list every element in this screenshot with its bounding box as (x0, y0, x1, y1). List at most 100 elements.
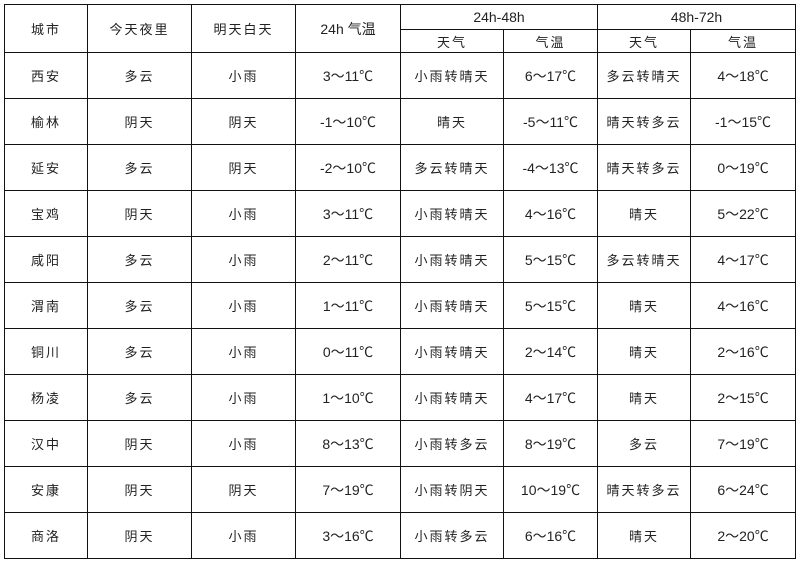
cell-weather-48h: 小雨转多云 (400, 420, 504, 467)
cell-tonight: 多云 (87, 374, 192, 421)
cell-temp-72h: -1～15℃ (690, 98, 797, 145)
cell-temp-48h: 2～14℃ (502, 328, 599, 375)
table-row: 汉中 阴天 小雨 8～13℃ 小雨转多云 8～19℃ 多云 7～19℃ (4, 420, 797, 467)
cell-temp-72h: 2～16℃ (690, 328, 797, 375)
header-temp-24h: 24h 气温 (295, 4, 401, 53)
cell-weather-72h: 晴天转多云 (597, 466, 692, 513)
table-row: 榆林 阴天 阴天 -1～10℃ 晴天 -5～11℃ 晴天转多云 -1～15℃ (4, 98, 797, 145)
cell-temp-48h: 5～15℃ (502, 236, 599, 283)
cell-city: 杨凌 (4, 374, 88, 421)
cell-weather-48h: 小雨转晴天 (400, 282, 504, 329)
cell-weather-72h: 晴天 (597, 190, 692, 237)
header-temp-48: 气温 (502, 29, 599, 53)
cell-city: 安康 (4, 466, 88, 513)
cell-tomorrow-day: 小雨 (191, 328, 296, 375)
cell-city: 渭南 (4, 282, 88, 329)
cell-temp-24h: 8～13℃ (295, 420, 401, 467)
table-row: 商洛 阴天 小雨 3～16℃ 小雨转多云 6～16℃ 晴天 2～20℃ (4, 512, 797, 559)
cell-tomorrow-day: 小雨 (191, 512, 296, 559)
cell-temp-24h: 3～11℃ (295, 190, 401, 237)
cell-weather-72h: 多云转晴天 (597, 236, 692, 283)
cell-tomorrow-day: 小雨 (191, 374, 296, 421)
cell-city: 汉中 (4, 420, 88, 467)
cell-weather-72h: 晴天 (597, 512, 692, 559)
cell-weather-72h: 晴天 (597, 328, 692, 375)
cell-temp-72h: 5～22℃ (690, 190, 797, 237)
cell-tomorrow-day: 小雨 (191, 190, 296, 237)
header-weather-48: 天气 (400, 29, 504, 53)
cell-weather-48h: 小雨转阴天 (400, 466, 504, 513)
header-tomorrow-day: 明天白天 (191, 4, 296, 53)
cell-temp-48h: 8～19℃ (502, 420, 599, 467)
table-row: 西安 多云 小雨 3～11℃ 小雨转晴天 6～17℃ 多云转晴天 4～18℃ (4, 52, 797, 99)
cell-tonight: 阴天 (87, 466, 192, 513)
cell-tomorrow-day: 阴天 (191, 144, 296, 191)
cell-temp-24h: 7～19℃ (295, 466, 401, 513)
cell-city: 西安 (4, 52, 88, 99)
cell-weather-72h: 晴天转多云 (597, 144, 692, 191)
cell-temp-48h: -4～13℃ (502, 144, 599, 191)
cell-tonight: 多云 (87, 52, 192, 99)
table-row: 咸阳 多云 小雨 2～11℃ 小雨转晴天 5～15℃ 多云转晴天 4～17℃ (4, 236, 797, 283)
cell-temp-24h: 3～11℃ (295, 52, 401, 99)
cell-temp-24h: 3～16℃ (295, 512, 401, 559)
cell-tonight: 阴天 (87, 190, 192, 237)
table-row: 杨凌 多云 小雨 1～10℃ 小雨转晴天 4～17℃ 晴天 2～15℃ (4, 374, 797, 421)
cell-tonight: 多云 (87, 328, 192, 375)
table-row: 渭南 多云 小雨 1～11℃ 小雨转晴天 5～15℃ 晴天 4～16℃ (4, 282, 797, 329)
cell-temp-24h: -1～10℃ (295, 98, 401, 145)
cell-temp-48h: 4～16℃ (502, 190, 599, 237)
cell-temp-48h: 5～15℃ (502, 282, 599, 329)
cell-weather-48h: 小雨转多云 (400, 512, 504, 559)
cell-temp-24h: 1～10℃ (295, 374, 401, 421)
cell-city: 商洛 (4, 512, 88, 559)
cell-weather-48h: 小雨转晴天 (400, 328, 504, 375)
cell-temp-24h: 0～11℃ (295, 328, 401, 375)
cell-tomorrow-day: 小雨 (191, 420, 296, 467)
cell-tonight: 阴天 (87, 512, 192, 559)
cell-weather-48h: 晴天 (400, 98, 504, 145)
cell-tomorrow-day: 小雨 (191, 52, 296, 99)
cell-tonight: 多云 (87, 236, 192, 283)
cell-temp-24h: 2～11℃ (295, 236, 401, 283)
cell-temp-48h: 10～19℃ (502, 466, 599, 513)
cell-temp-48h: -5～11℃ (502, 98, 599, 145)
header-temp-72: 气温 (690, 29, 797, 53)
cell-city: 延安 (4, 144, 88, 191)
cell-tomorrow-day: 小雨 (191, 236, 296, 283)
header-weather-72: 天气 (597, 29, 692, 53)
table-row: 延安 多云 阴天 -2～10℃ 多云转晴天 -4～13℃ 晴天转多云 0～19℃ (4, 144, 797, 191)
cell-temp-72h: 4～17℃ (690, 236, 797, 283)
header-period-24-48: 24h-48h (399, 4, 599, 30)
cell-temp-48h: 4～17℃ (502, 374, 599, 421)
table-row: 铜川 多云 小雨 0～11℃ 小雨转晴天 2～14℃ 晴天 2～16℃ (4, 328, 797, 375)
cell-city: 咸阳 (4, 236, 88, 283)
cell-weather-72h: 多云转晴天 (597, 52, 692, 99)
cell-weather-48h: 小雨转晴天 (400, 374, 504, 421)
cell-city: 榆林 (4, 98, 88, 145)
cell-temp-72h: 2～15℃ (690, 374, 797, 421)
cell-temp-24h: 1～11℃ (295, 282, 401, 329)
cell-temp-72h: 2～20℃ (690, 512, 797, 559)
cell-weather-72h: 晴天转多云 (597, 98, 692, 145)
cell-temp-48h: 6～16℃ (502, 512, 599, 559)
cell-tomorrow-day: 小雨 (191, 282, 296, 329)
cell-tonight: 阴天 (87, 420, 192, 467)
cell-weather-48h: 多云转晴天 (400, 144, 504, 191)
cell-temp-48h: 6～17℃ (502, 52, 599, 99)
cell-temp-24h: -2～10℃ (295, 144, 401, 191)
cell-weather-48h: 小雨转晴天 (400, 236, 504, 283)
cell-tonight: 多云 (87, 282, 192, 329)
header-city: 城市 (4, 4, 88, 53)
cell-temp-72h: 4～18℃ (690, 52, 797, 99)
cell-temp-72h: 0～19℃ (690, 144, 797, 191)
cell-weather-48h: 小雨转晴天 (400, 52, 504, 99)
cell-tomorrow-day: 阴天 (191, 98, 296, 145)
cell-tonight: 阴天 (87, 98, 192, 145)
cell-weather-72h: 晴天 (597, 282, 692, 329)
weather-forecast-table: 城市 今天夜里 明天白天 24h 气温 24h-48h 48h-72h 天气 气… (4, 4, 797, 559)
table-row: 安康 阴天 阴天 7～19℃ 小雨转阴天 10～19℃ 晴天转多云 6～24℃ (4, 466, 797, 513)
cell-temp-72h: 6～24℃ (690, 466, 797, 513)
cell-city: 铜川 (4, 328, 88, 375)
cell-tomorrow-day: 阴天 (191, 466, 296, 513)
